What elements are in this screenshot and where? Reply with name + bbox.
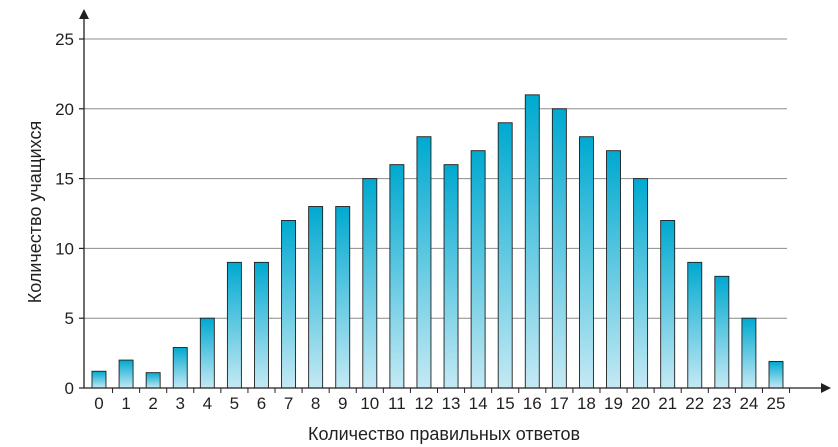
bar-18 — [578, 136, 594, 389]
x-tick-label: 20 — [631, 394, 650, 413]
y-tick-label: 0 — [65, 379, 74, 398]
bar-25 — [768, 361, 784, 389]
x-tick-label: 10 — [360, 394, 379, 413]
x-tick-label: 21 — [658, 394, 677, 413]
bar-3 — [172, 347, 188, 389]
bar-14 — [470, 150, 486, 389]
x-tick-label: 9 — [338, 394, 347, 413]
bar-6 — [254, 261, 269, 389]
x-tick-label: 13 — [442, 394, 461, 413]
bar-2 — [145, 372, 161, 389]
bar-16 — [524, 94, 540, 389]
bar-19 — [606, 150, 621, 389]
x-tick-label: 4 — [203, 394, 212, 413]
bar-4 — [199, 317, 215, 389]
x-tick-label: 24 — [739, 394, 758, 413]
x-tick-label: 22 — [685, 394, 704, 413]
y-tick-label: 20 — [55, 100, 74, 119]
x-tick-label: 16 — [523, 394, 542, 413]
bar-23 — [714, 275, 730, 389]
x-tick-label: 18 — [577, 394, 596, 413]
bars — [91, 94, 784, 389]
bar-22 — [687, 261, 703, 389]
gridlines — [79, 38, 791, 393]
y-axis-title: Количество учащихся — [25, 121, 45, 303]
x-tick-label: 7 — [284, 394, 293, 413]
bar-9 — [335, 206, 351, 389]
x-axis-title: Количество правильных ответов — [308, 424, 580, 444]
x-tick-label: 23 — [712, 394, 731, 413]
y-tick-label: 5 — [65, 309, 74, 328]
bar-12 — [416, 136, 432, 389]
x-tick-label: 17 — [550, 394, 569, 413]
bar-11 — [389, 164, 405, 389]
bar-0 — [91, 370, 107, 389]
y-tick-label: 25 — [55, 30, 74, 49]
bar-8 — [308, 206, 324, 389]
bar-7 — [281, 220, 297, 389]
x-tick-label: 5 — [230, 394, 239, 413]
x-tick-label: 11 — [388, 394, 406, 413]
bar-17 — [551, 108, 567, 389]
bar-21 — [660, 220, 676, 389]
x-tick-label: 0 — [94, 394, 103, 413]
bar-24 — [741, 317, 757, 389]
bar-10 — [362, 178, 378, 389]
bar-20 — [633, 178, 649, 389]
x-tick-label: 14 — [469, 394, 488, 413]
y-tick-label: 15 — [55, 170, 74, 189]
bar-15 — [497, 122, 513, 389]
y-tick-label: 10 — [55, 239, 74, 258]
bar-1 — [118, 359, 134, 389]
x-tick-label: 12 — [414, 394, 433, 413]
x-tick-label: 15 — [496, 394, 515, 413]
axes — [79, 9, 831, 393]
x-tick-label: 3 — [176, 394, 185, 413]
x-tick-label: 1 — [121, 394, 130, 413]
x-tick-label: 2 — [148, 394, 157, 413]
x-tick-label: 19 — [604, 394, 623, 413]
x-tick-label: 25 — [767, 394, 786, 413]
bar-13 — [443, 164, 459, 389]
x-tick-label: 8 — [311, 394, 320, 413]
bar-5 — [226, 261, 242, 389]
x-tick-label: 6 — [257, 394, 266, 413]
